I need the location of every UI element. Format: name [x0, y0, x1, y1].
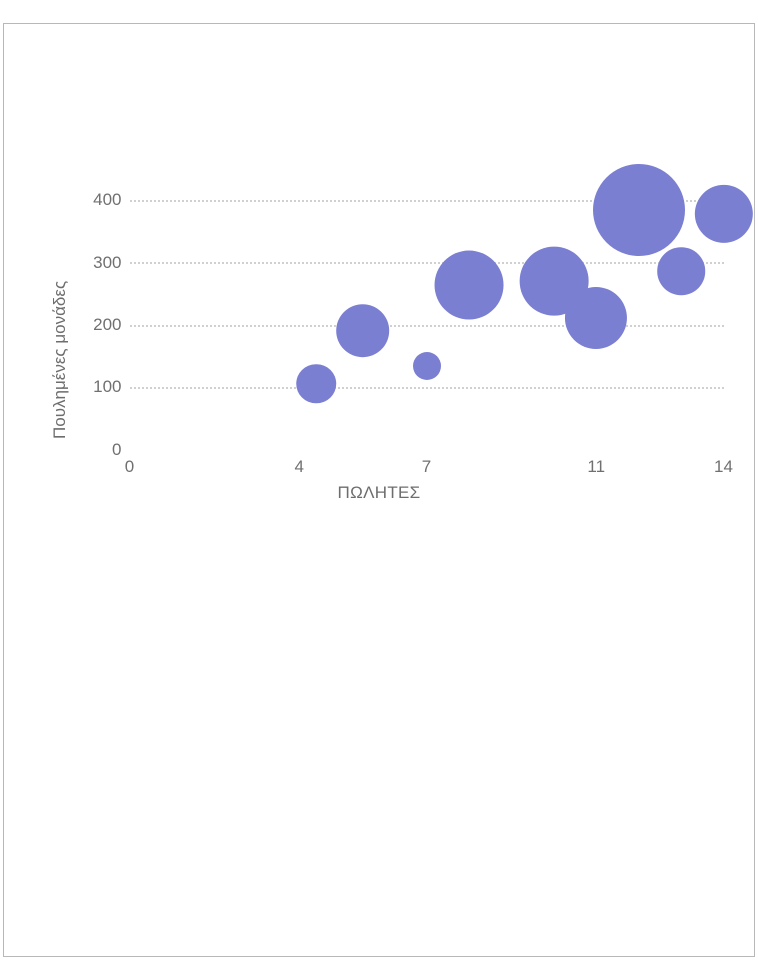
bubble: [413, 352, 441, 380]
gridline: [130, 387, 724, 389]
gridline: [130, 262, 724, 264]
y-axis-label: Πουλημένες μονάδες: [50, 281, 70, 439]
x-tick: 4: [294, 457, 303, 477]
x-tick: 0: [125, 457, 134, 477]
bubble: [593, 164, 685, 256]
y-tick: 100: [72, 377, 122, 397]
y-tick: 0: [72, 440, 122, 460]
gridline: [130, 325, 724, 327]
bubble-chart: Πουλημένες μονάδες ΠΩΛΗΤΕΣ 0 100 200 300 400…: [15, 89, 744, 519]
x-tick: 11: [587, 457, 605, 477]
x-tick: 14: [714, 457, 733, 477]
x-tick: 7: [422, 457, 431, 477]
bubble: [657, 247, 705, 295]
y-tick: 300: [72, 253, 122, 273]
bubble: [336, 304, 390, 358]
y-tick: 400: [72, 190, 122, 210]
bubble: [296, 364, 336, 404]
plot-area: [130, 187, 724, 449]
bubble: [434, 250, 503, 319]
bubble: [519, 247, 588, 316]
x-axis-label: ΠΩΛΗΤΕΣ: [338, 483, 421, 503]
y-tick: 200: [72, 315, 122, 335]
